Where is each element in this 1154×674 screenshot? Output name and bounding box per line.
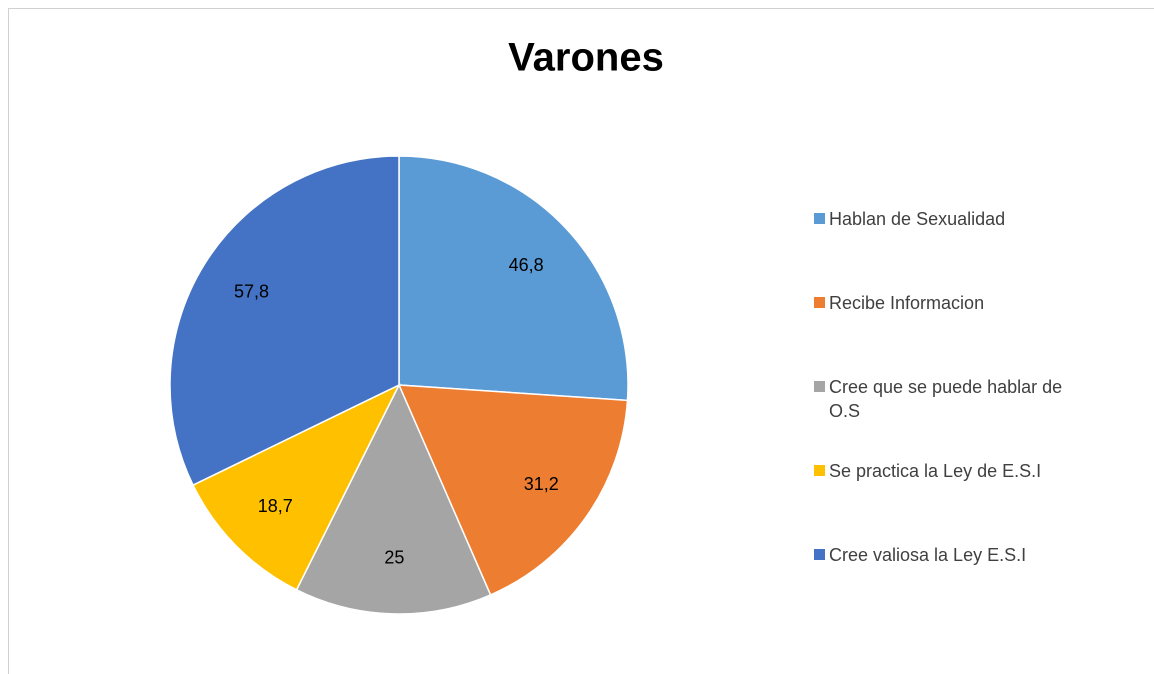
legend-item: Recibe Informacion <box>814 291 1079 315</box>
legend-swatch <box>814 381 825 392</box>
data-label: 31,2 <box>524 474 559 494</box>
pie-slice <box>192 383 401 591</box>
legend-swatch <box>814 549 825 560</box>
pie-slice <box>397 384 629 596</box>
legend-label: Cree valiosa la Ley E.S.I <box>829 545 1027 565</box>
legend-item: Se practica la Ley de E.S.I <box>814 459 1079 483</box>
legend-swatch <box>814 465 825 476</box>
legend-label: Cree que se puede hablar de O.S <box>829 377 1063 421</box>
data-label: 57,8 <box>234 281 269 301</box>
legend-item: Cree que se puede hablar de O.S <box>814 375 1079 423</box>
legend-label: Hablan de Sexualidad <box>829 209 1006 229</box>
chart-title: Varones <box>508 36 664 80</box>
pie-slice <box>295 383 492 615</box>
legend-swatch <box>814 297 825 308</box>
data-label: 25 <box>384 548 404 568</box>
legend-label: Se practica la Ley de E.S.I <box>829 461 1042 481</box>
pie-slice <box>398 155 629 402</box>
data-label: 18,7 <box>258 496 293 516</box>
legend-item: Cree valiosa la Ley E.S.I <box>814 543 1079 567</box>
legend-swatch <box>814 213 825 224</box>
legend-label: Recibe Informacion <box>829 293 985 313</box>
legend-item: Hablan de Sexualidad <box>814 207 1079 231</box>
data-label: 46,8 <box>509 255 544 275</box>
pie-slice <box>169 155 400 487</box>
